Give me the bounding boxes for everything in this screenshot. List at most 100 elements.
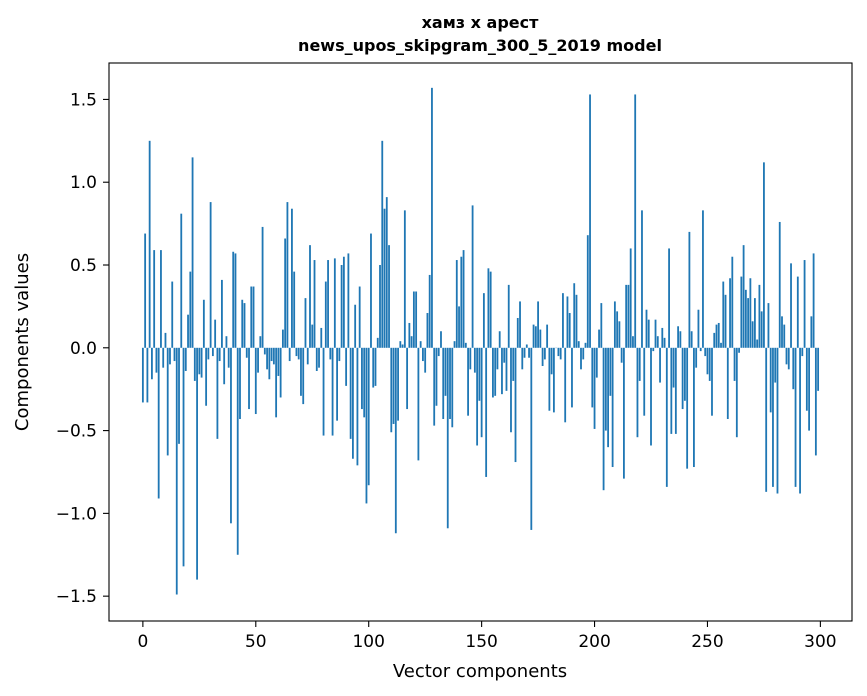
bar-component-75 <box>311 324 314 348</box>
bar-component-111 <box>392 347 395 424</box>
bar-component-189 <box>568 313 571 348</box>
bar-component-214 <box>625 284 628 348</box>
bar-component-186 <box>562 293 564 348</box>
plot-frame <box>108 62 853 622</box>
bar-component-170 <box>525 344 528 348</box>
bar-component-160 <box>503 347 506 363</box>
bar-component-47 <box>248 347 250 410</box>
bar-component-232 <box>665 347 668 487</box>
bar-component-144 <box>467 347 469 416</box>
bar-component-253 <box>713 332 716 348</box>
bar-component-125 <box>424 347 427 373</box>
bar-component-221 <box>641 210 643 348</box>
bar-component-216 <box>629 248 632 348</box>
bar-component-284 <box>783 324 786 348</box>
bar-component-196 <box>584 342 587 348</box>
x-axis-ticks: 0 50 100 150 200 250 300 <box>137 621 837 652</box>
bar-component-50 <box>254 347 257 415</box>
bar-component-254 <box>715 324 718 348</box>
x-tick-label-0: 0 <box>137 632 148 652</box>
bar-component-244 <box>693 347 695 468</box>
bar-component-30 <box>209 202 212 348</box>
bar-component-135 <box>446 347 449 529</box>
bar-component-159 <box>501 347 503 395</box>
bar-component-252 <box>711 347 713 416</box>
bar-component-12 <box>169 347 171 365</box>
bar-component-246 <box>697 309 700 348</box>
bar-component-3 <box>148 140 151 348</box>
bar-component-140 <box>458 306 460 348</box>
bar-component-143 <box>464 342 467 348</box>
chart-title-line-2: news_upos_skipgram_300_5_2019 model <box>298 36 662 55</box>
bar-component-146 <box>471 205 474 348</box>
bar-component-145 <box>469 347 472 370</box>
bar-component-67 <box>293 271 296 348</box>
bar-component-171 <box>528 347 530 358</box>
bar-component-55 <box>266 347 268 370</box>
bar-component-206 <box>607 347 609 448</box>
bar-component-142 <box>462 250 465 348</box>
bar-component-41 <box>234 253 237 348</box>
bar-component-42 <box>236 347 239 555</box>
bar-component-270 <box>751 321 754 348</box>
bar-component-295 <box>808 347 810 431</box>
bar-component-203 <box>600 303 603 348</box>
bar-component-163 <box>510 347 512 433</box>
bar-component-0 <box>141 347 144 403</box>
bar-component-108 <box>385 197 388 348</box>
bar-component-5 <box>153 250 156 348</box>
bar-component-104 <box>376 337 379 348</box>
bar-component-202 <box>598 329 600 348</box>
bar-component-224 <box>647 319 650 348</box>
bar-component-176 <box>539 329 542 348</box>
bar-component-100 <box>367 347 370 486</box>
bar-component-292 <box>801 347 804 357</box>
bar-component-129 <box>433 347 436 426</box>
bar-component-229 <box>659 347 661 383</box>
bar-component-234 <box>670 347 673 434</box>
bar-component-178 <box>543 347 546 360</box>
bar-component-293 <box>803 260 806 348</box>
y-axis-label: Components values <box>12 253 33 431</box>
bar-component-2 <box>146 347 149 403</box>
bar-component-69 <box>297 347 300 360</box>
bar-component-286 <box>787 347 790 370</box>
bar-component-210 <box>616 311 619 348</box>
bar-component-54 <box>263 347 266 355</box>
bar-component-212 <box>620 347 623 363</box>
bar-component-84 <box>331 347 334 436</box>
bar-component-64 <box>286 202 289 348</box>
bar-component-200 <box>593 347 596 429</box>
bar-component-10 <box>164 332 167 348</box>
bar-component-29 <box>207 347 210 360</box>
bar-component-133 <box>442 347 445 419</box>
bar-component-260 <box>729 278 731 348</box>
bar-component-24 <box>196 347 198 580</box>
bar-component-156 <box>494 347 497 396</box>
bar-component-53 <box>261 226 264 348</box>
bar-component-32 <box>214 319 217 348</box>
bar-component-15 <box>175 347 178 595</box>
bar-component-294 <box>805 347 808 411</box>
bar-component-192 <box>575 294 578 348</box>
bar-component-215 <box>627 284 630 348</box>
bar-component-95 <box>356 347 359 466</box>
bar-component-190 <box>571 347 573 408</box>
bar-component-66 <box>291 208 293 348</box>
bar-component-31 <box>211 347 214 357</box>
bar-component-275 <box>763 162 765 348</box>
y-tick-label-5: 1.0 <box>70 173 97 193</box>
bar-component-151 <box>482 293 485 348</box>
bar-component-122 <box>417 347 420 461</box>
bar-component-114 <box>399 341 402 348</box>
bar-component-278 <box>769 347 772 413</box>
bar-component-82 <box>327 260 329 348</box>
bar-component-188 <box>566 296 569 348</box>
bar-component-11 <box>166 347 169 456</box>
bar-component-213 <box>623 347 625 479</box>
bar-component-265 <box>740 276 743 348</box>
bar-component-297 <box>812 253 815 348</box>
bar-component-287 <box>790 263 792 348</box>
bar-component-68 <box>295 347 298 357</box>
bar-component-87 <box>338 347 341 362</box>
